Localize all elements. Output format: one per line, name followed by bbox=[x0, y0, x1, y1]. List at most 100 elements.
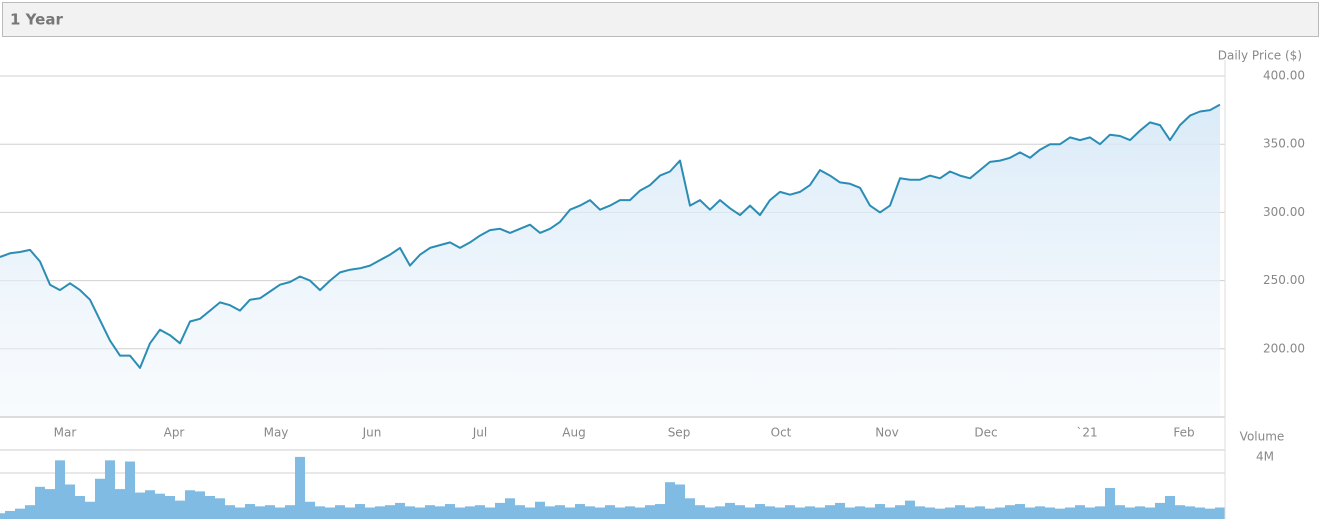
volume-bar bbox=[135, 492, 145, 519]
x-tick-label: Aug bbox=[562, 426, 585, 440]
volume-bar bbox=[715, 506, 725, 519]
volume-bar bbox=[5, 510, 15, 519]
volume-bar bbox=[1105, 487, 1115, 519]
volume-bar bbox=[1215, 507, 1225, 519]
volume-bar bbox=[1165, 496, 1175, 519]
volume-bar bbox=[495, 502, 505, 519]
volume-bar bbox=[275, 507, 285, 519]
x-tick-label: Jun bbox=[362, 426, 382, 440]
volume-bar bbox=[105, 460, 115, 519]
volume-bar bbox=[875, 504, 885, 519]
volume-bar bbox=[1125, 507, 1135, 519]
x-tick-label: Mar bbox=[54, 426, 77, 440]
y-tick-label: 300.00 bbox=[1263, 205, 1305, 219]
volume-bar bbox=[585, 506, 595, 519]
volume-bar bbox=[625, 506, 635, 519]
volume-bar bbox=[1075, 505, 1085, 519]
volume-bar bbox=[695, 505, 705, 519]
volume-bar bbox=[95, 478, 105, 519]
volume-bar bbox=[245, 504, 255, 519]
volume-bar bbox=[445, 504, 455, 519]
volume-bar bbox=[835, 502, 845, 519]
volume-bar bbox=[465, 506, 475, 519]
volume-bar bbox=[595, 507, 605, 519]
volume-bar bbox=[795, 507, 805, 519]
y-tick-label: 250.00 bbox=[1263, 273, 1305, 287]
volume-bar bbox=[565, 507, 575, 519]
volume-bar bbox=[215, 498, 225, 519]
volume-bar bbox=[265, 505, 275, 519]
volume-bar bbox=[1005, 505, 1015, 519]
header-title: 1 Year bbox=[10, 11, 63, 29]
volume-bar bbox=[255, 506, 265, 519]
x-tick-label: `21 bbox=[1076, 426, 1097, 440]
volume-bar bbox=[25, 505, 35, 519]
volume-bar bbox=[365, 507, 375, 519]
x-tick-label: May bbox=[264, 426, 289, 440]
volume-bar bbox=[945, 507, 955, 519]
volume-bar bbox=[985, 508, 995, 519]
volume-bar bbox=[425, 505, 435, 519]
volume-bar bbox=[175, 500, 185, 519]
volume-bar bbox=[415, 507, 425, 519]
x-tick-label: Oct bbox=[771, 426, 792, 440]
volume-bar bbox=[1085, 507, 1095, 519]
volume-bar bbox=[935, 508, 945, 519]
volume-bar bbox=[615, 507, 625, 519]
volume-bar bbox=[1155, 502, 1165, 519]
volume-bar bbox=[775, 507, 785, 519]
volume-bar bbox=[915, 506, 925, 519]
x-tick-label: Apr bbox=[164, 426, 185, 440]
volume-bar bbox=[865, 507, 875, 519]
volume-bar bbox=[1135, 506, 1145, 519]
volume-bar bbox=[1025, 507, 1035, 519]
volume-bar bbox=[115, 489, 125, 519]
volume-bar bbox=[375, 506, 385, 519]
volume-bar bbox=[675, 484, 685, 519]
volume-bar bbox=[505, 498, 515, 519]
volume-bar bbox=[1185, 506, 1195, 519]
volume-bar bbox=[1145, 507, 1155, 519]
volume-bar bbox=[225, 505, 235, 519]
volume-bar bbox=[195, 491, 205, 519]
volume-bar bbox=[325, 507, 335, 519]
volume-bar bbox=[285, 505, 295, 519]
volume-bar bbox=[815, 507, 825, 519]
volume-bar bbox=[35, 486, 45, 519]
volume-bar bbox=[895, 505, 905, 519]
volume-bar bbox=[755, 504, 765, 519]
volume-bar bbox=[125, 461, 135, 519]
y-tick-label: 350.00 bbox=[1263, 137, 1305, 151]
volume-bar bbox=[555, 505, 565, 519]
volume-bar bbox=[825, 505, 835, 519]
x-tick-label: Jul bbox=[472, 426, 487, 440]
volume-bar bbox=[185, 490, 195, 519]
volume-bar bbox=[765, 506, 775, 519]
volume-bar bbox=[805, 506, 815, 519]
volume-bar bbox=[725, 502, 735, 519]
volume-bar bbox=[15, 508, 25, 519]
volume-bar bbox=[745, 507, 755, 519]
volume-bar bbox=[435, 506, 445, 519]
volume-bar bbox=[995, 507, 1005, 519]
volume-bar bbox=[665, 482, 675, 519]
volume-bar bbox=[395, 502, 405, 519]
volume-bar bbox=[155, 493, 165, 519]
header-bar bbox=[2, 2, 1319, 37]
volume-bar bbox=[685, 498, 695, 519]
volume-bar bbox=[965, 507, 975, 519]
volume-bar bbox=[1035, 506, 1045, 519]
volume-bar bbox=[635, 507, 645, 519]
x-tick-label: Nov bbox=[875, 426, 898, 440]
volume-bar bbox=[575, 504, 585, 519]
volume-bar bbox=[525, 507, 535, 519]
volume-bar bbox=[55, 460, 65, 519]
x-tick-label: Sep bbox=[668, 426, 691, 440]
volume-bar bbox=[735, 505, 745, 519]
volume-bar bbox=[345, 507, 355, 519]
volume-bar bbox=[1195, 507, 1205, 519]
volume-bar bbox=[925, 507, 935, 519]
volume-bar bbox=[1175, 505, 1185, 519]
volume-bar bbox=[165, 496, 175, 519]
